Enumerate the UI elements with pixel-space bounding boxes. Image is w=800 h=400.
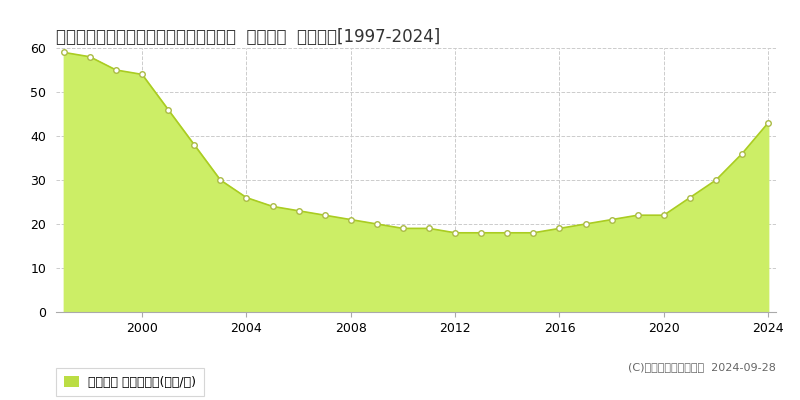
Legend: 基準地価 平均坪単価(万円/坪): 基準地価 平均坪単価(万円/坪) [56, 368, 204, 396]
Text: (C)土地価格ドットコム  2024-09-28: (C)土地価格ドットコム 2024-09-28 [628, 362, 776, 372]
Text: 福岡県福岡市東区多の津２丁目７番２２  基準地価  地価推移[1997-2024]: 福岡県福岡市東区多の津２丁目７番２２ 基準地価 地価推移[1997-2024] [56, 28, 440, 46]
